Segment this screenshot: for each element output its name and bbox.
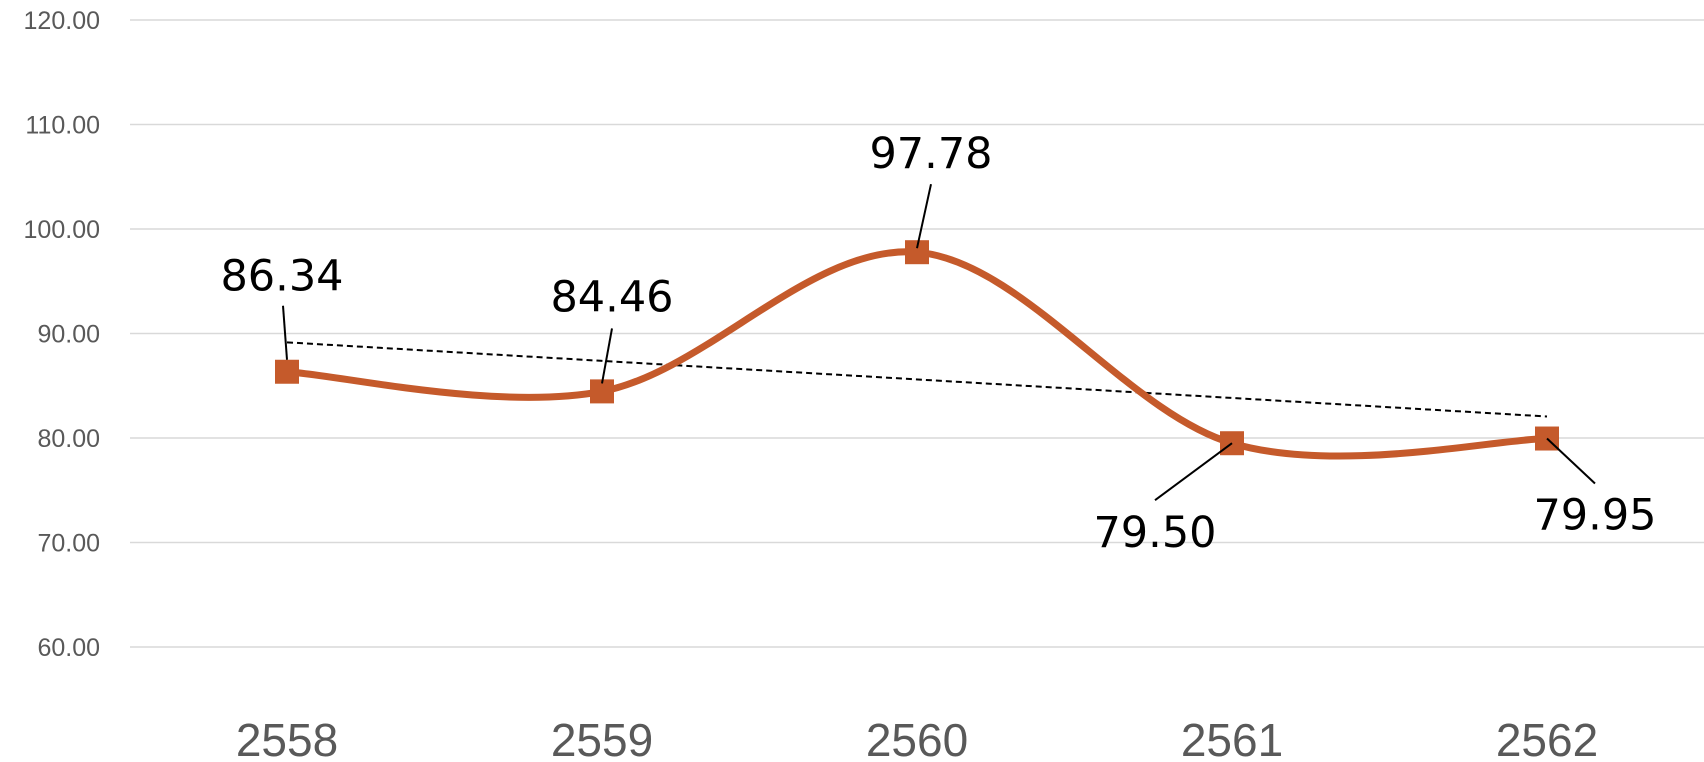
series-layer [283,248,1551,460]
x-tick-label: 2562 [1496,714,1598,762]
x-tick-label: 2561 [1181,714,1283,762]
y-axis-tick-labels: 60.00 70.00 80.00 90.00 100.00 110.00 120.00 [24,7,100,662]
data-label-layer: 86.34 84.46 97.78 79.50 79.95 [220,129,1656,558]
x-tick-label: 2559 [551,714,653,762]
data-label-leader [601,328,613,384]
data-label: 79.50 [1093,508,1216,558]
data-label-leader [282,305,288,360]
gridlines [130,19,1704,648]
data-label-leader [916,183,932,249]
data-label-leader [1154,442,1233,502]
y-tick-label: 80.00 [37,425,100,453]
trendline-layer [286,341,1548,418]
y-tick-label: 120.00 [24,7,100,35]
data-label: 97.78 [869,129,992,179]
series-line [283,248,1551,460]
data-label: 79.95 [1533,491,1656,541]
y-tick-label: 70.00 [37,530,100,558]
y-tick-label: 110.00 [25,112,100,140]
x-tick-label: 2560 [866,714,968,762]
data-label: 86.34 [220,252,343,302]
y-tick-label: 90.00 [37,321,100,349]
data-point-marker [275,359,299,384]
y-tick-label: 60.00 [37,634,100,662]
x-tick-label: 2558 [236,714,338,762]
y-tick-label: 100.00 [24,216,100,244]
marker-layer [275,240,1559,456]
data-label: 84.46 [550,272,673,322]
x-axis-tick-labels: 2558 2559 2560 2561 2562 [236,714,1598,762]
data-label-leader [1546,437,1596,485]
trendline [286,341,1548,418]
